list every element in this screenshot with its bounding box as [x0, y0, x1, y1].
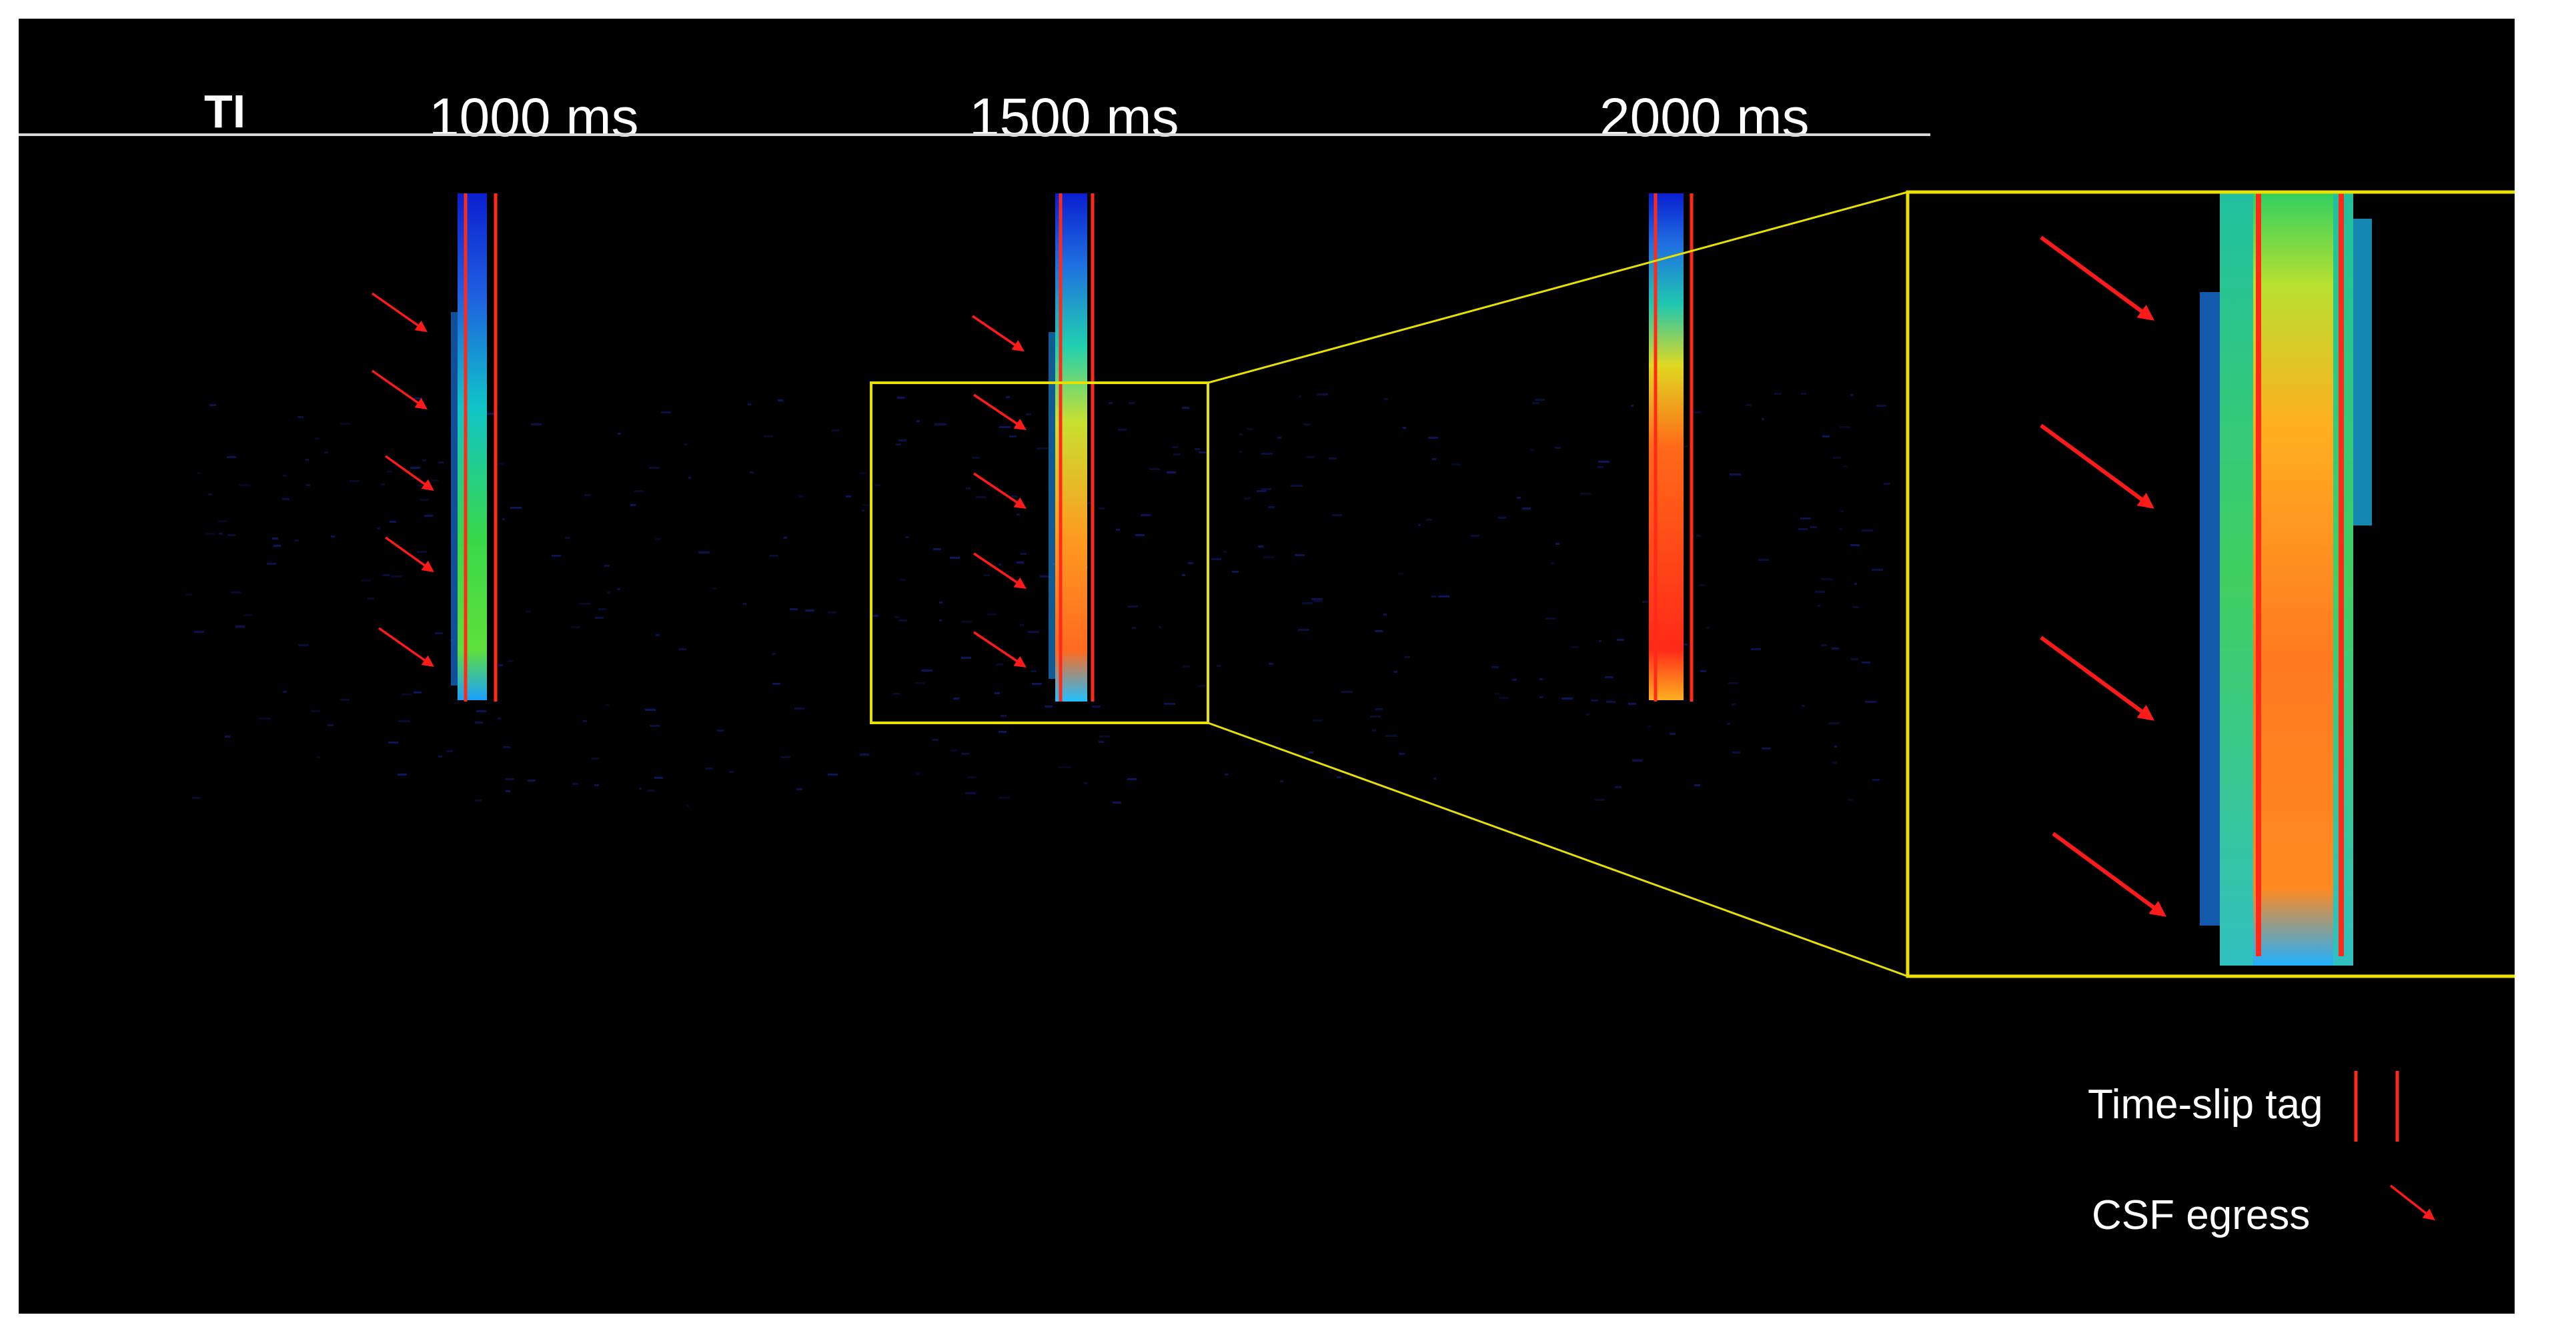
figure-panel: TI 1000 ms 1500 ms 2000 ms: [19, 19, 2515, 1314]
csf-column-1500: [1049, 193, 1095, 702]
legend-tag-symbol: [2354, 1071, 2399, 1142]
csf-egress-arrows-1000: [371, 292, 434, 667]
legend-arrow-label: CSF egress: [2092, 1192, 2311, 1238]
legend-arrow-symbol: [2389, 1184, 2435, 1221]
zoom-inset: [1906, 190, 2515, 978]
header-divider-line: [19, 133, 1930, 136]
mri-scene: [185, 190, 2515, 1221]
csf-egress-arrows-1500: [972, 315, 1027, 667]
zoom-source-box: [870, 381, 1209, 724]
csf-egress-arrows-zoom: [2040, 235, 2166, 917]
legend-tag-label: Time-slip tag: [2088, 1082, 2323, 1128]
zoom-connector-top: [1207, 191, 1908, 384]
zoom-connector-bottom: [1207, 722, 1908, 978]
csf-column-1000: [451, 193, 498, 702]
ti-label: TI: [204, 85, 246, 137]
csf-column-2000: [1649, 193, 1694, 702]
zoom-inset-frame: [1906, 190, 2515, 978]
